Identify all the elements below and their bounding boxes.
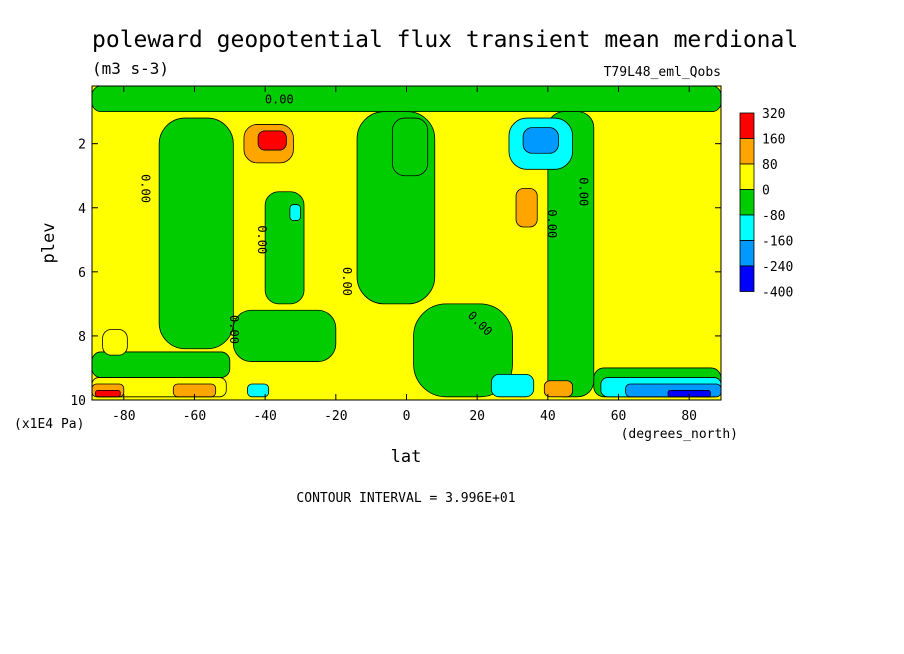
x-axis: -80 -60 -40 -20 0 20 40 60 80	[112, 86, 697, 424]
colorbar-swatch-4	[739, 214, 755, 241]
contour-region-16	[543, 380, 573, 398]
x-tick-label-7: 60	[611, 409, 627, 424]
contour-region-15	[515, 188, 538, 228]
colorbar-swatch-0	[739, 112, 755, 139]
units-label: (m3 s-3)	[92, 59, 169, 78]
colorbar: 320 160 80 0 -80 -160 -240 -400	[739, 107, 793, 301]
x-axis-label: lat	[391, 447, 422, 467]
contour-interval-note: CONTOUR INTERVAL = 3.996E+01	[296, 491, 515, 506]
y-axis-units: (x1E4 Pa)	[14, 417, 84, 432]
contour-label-8: 0.00	[509, 75, 538, 89]
contour-region-3	[232, 309, 337, 362]
colorbar-label-1: 160	[762, 133, 785, 148]
colorbar-swatch-6	[739, 265, 755, 292]
colorbar-label-3: 0	[762, 184, 770, 199]
y-tick-label-1: 4	[78, 202, 86, 217]
colorbar-label-7: -400	[762, 286, 793, 301]
contour-region-24	[522, 127, 559, 154]
colorbar-swatch-1	[739, 138, 755, 165]
contour-region-1	[92, 351, 231, 378]
x-tick-label-6: 40	[540, 409, 556, 424]
contour-region-6	[413, 303, 513, 398]
contour-region-8	[391, 117, 429, 177]
contour-label-2: 0.00	[255, 225, 269, 254]
colorbar-label-5: -160	[762, 235, 793, 250]
y-axis-label: plev	[39, 223, 59, 264]
chart-title: poleward geopotential flux transient mea…	[92, 27, 798, 53]
contour-region-20	[247, 383, 270, 398]
contour-region-7	[547, 111, 595, 398]
contour-label-3: 0.00	[340, 267, 354, 296]
colorbar-swatch-5	[739, 240, 755, 267]
y-tick-label-4: 10	[70, 394, 86, 409]
contour-region-17	[257, 130, 287, 151]
y-tick-label-2: 6	[78, 266, 86, 281]
y-tick-label-0: 2	[78, 138, 86, 153]
colorbar-swatch-3	[739, 189, 755, 216]
x-tick-label-0: -80	[112, 409, 135, 424]
colorbar-label-4: -80	[762, 209, 785, 224]
contour-region-21	[289, 204, 301, 221]
contour-label-6: 0.00	[545, 209, 559, 238]
x-tick-label-1: -60	[183, 409, 206, 424]
colorbar-label-0: 320	[762, 107, 785, 122]
contour-label-7: 0.00	[577, 177, 591, 206]
x-tick-label-4: 0	[403, 409, 411, 424]
contour-label-4: 0.00	[265, 93, 294, 107]
plot-area: 0.000.000.000.000.000.000.000.000.00	[91, 75, 722, 401]
colorbar-label-2: 80	[762, 158, 778, 173]
x-tick-label-2: -40	[253, 409, 276, 424]
x-tick-label-3: -20	[324, 409, 347, 424]
contour-regions	[92, 86, 721, 398]
y-tick-label-3: 8	[78, 330, 86, 345]
contour-region-22	[490, 373, 535, 398]
contour-region-2	[158, 117, 234, 350]
x-tick-label-5: 20	[469, 409, 485, 424]
contour-region-18	[95, 389, 121, 398]
contour-label-0: 0.00	[138, 174, 152, 203]
colorbar-swatch-2	[739, 163, 755, 190]
y-axis: 2 4 6 8 10	[70, 138, 721, 409]
contour-region-10	[102, 329, 128, 356]
colorbar-label-6: -240	[762, 260, 793, 275]
contour-label-1: 0.00	[227, 315, 241, 344]
run-label: T79L48_eml_Qobs	[604, 65, 721, 80]
x-tick-label-8: 80	[681, 409, 697, 424]
x-axis-units: (degrees_north)	[621, 427, 738, 442]
